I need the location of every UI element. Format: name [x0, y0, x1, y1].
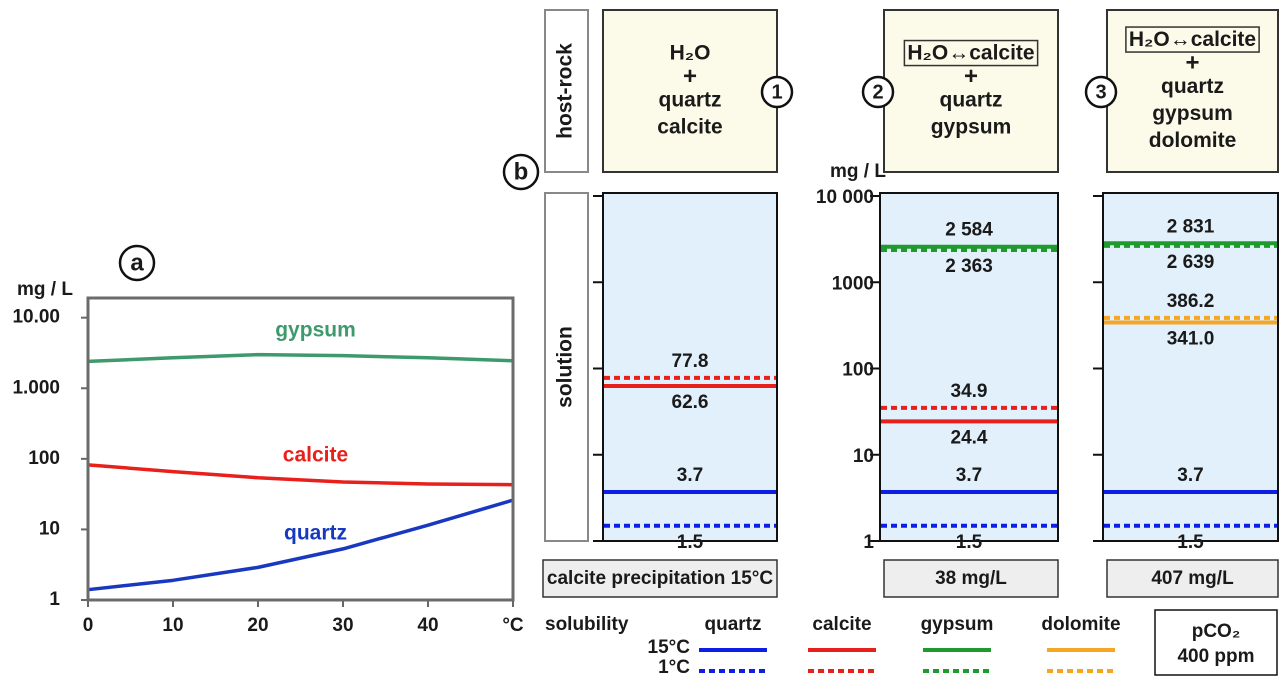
panel-marker	[502, 153, 540, 191]
series-label: calcite	[283, 443, 348, 466]
row-label-box	[544, 9, 589, 173]
x-tick-label: °C	[502, 615, 524, 636]
panel-marker-label: 1	[771, 81, 782, 103]
legend-label: dolomite	[1041, 614, 1120, 635]
footer-box	[883, 559, 1059, 598]
row-label-box	[544, 192, 589, 542]
host-rock-box	[1125, 26, 1260, 53]
note-text: 400 ppm	[1177, 646, 1254, 667]
series-line	[87, 463, 514, 487]
panel-marker-label: b	[514, 158, 529, 185]
host-box	[883, 9, 1059, 173]
y-axis-label: mg / L	[17, 279, 73, 300]
y-tick-label: 100	[842, 360, 874, 381]
value-label: 1.5	[677, 532, 704, 553]
value-label: 3.7	[1177, 465, 1203, 486]
y-axis-label: mg / L	[830, 161, 886, 182]
footer-text: 38 mg/L	[935, 568, 1007, 589]
value-label: 1.5	[956, 532, 983, 553]
y-tick-label: 1	[49, 589, 60, 610]
host-rock-text: quartz	[940, 89, 1003, 112]
host-rock-text: H₂O↔calcite	[907, 42, 1034, 65]
legend-temperature: 1°C	[658, 657, 690, 678]
value-label: 2 639	[1167, 252, 1215, 273]
panel-marker	[861, 75, 895, 109]
footer-box	[542, 559, 778, 598]
footer-box	[1106, 559, 1279, 598]
y-tick-label: 10.00	[12, 307, 60, 328]
y-tick-label: 100	[28, 448, 60, 469]
x-tick-label: 0	[83, 615, 94, 636]
panel-marker	[118, 244, 156, 282]
note-box	[1154, 609, 1278, 676]
series-line	[87, 498, 514, 592]
host-rock-text: quartz	[659, 89, 722, 112]
value-label: 386.2	[1167, 291, 1215, 312]
series-line	[87, 352, 514, 364]
host-box	[1106, 9, 1279, 173]
row-label: solution	[554, 326, 577, 408]
value-label: 3.7	[956, 465, 982, 486]
host-rock-text: +	[683, 63, 697, 90]
note-text: pCO₂	[1192, 621, 1241, 642]
host-rock-text: H₂O↔calcite	[1129, 28, 1256, 51]
plot-frame	[86, 296, 515, 602]
host-rock-text: gypsum	[1152, 102, 1233, 125]
legend-title: solubility	[545, 614, 629, 635]
x-tick-label: 30	[332, 615, 353, 636]
panel-marker	[760, 75, 794, 109]
series-label: gypsum	[275, 319, 356, 342]
host-rock-box	[903, 39, 1039, 67]
legend-label: gypsum	[921, 614, 994, 635]
value-label: 2 363	[945, 256, 993, 277]
x-tick-label: 10	[162, 615, 183, 636]
y-tick-label: 10 000	[816, 187, 874, 208]
value-label: 24.4	[951, 427, 988, 448]
value-label: 2 831	[1167, 216, 1215, 237]
value-label: 2 584	[945, 220, 993, 241]
value-label: 34.9	[951, 381, 988, 402]
host-rock-text: calcite	[657, 116, 722, 139]
host-rock-text: quartz	[1161, 75, 1224, 98]
panel-marker-label: 2	[872, 81, 883, 103]
y-tick-label: 1.000	[12, 377, 60, 398]
solution-panel	[1102, 192, 1279, 542]
legend-label: quartz	[705, 614, 762, 635]
y-tick-label: 10	[39, 518, 60, 539]
series-label: quartz	[284, 522, 347, 545]
value-label: 62.6	[672, 392, 709, 413]
value-label: 1.5	[1177, 532, 1204, 553]
legend-label: calcite	[812, 614, 871, 635]
row-label: host-rock	[554, 43, 577, 139]
x-tick-label: 20	[247, 615, 268, 636]
value-label: 3.7	[677, 465, 703, 486]
solution-panel	[602, 192, 778, 542]
value-label: 77.8	[672, 351, 709, 372]
host-rock-text: dolomite	[1149, 129, 1237, 152]
host-rock-text: +	[1185, 49, 1199, 76]
value-label: 341.0	[1167, 329, 1215, 350]
y-tick-label: 10	[853, 446, 874, 467]
y-tick-label: 1	[863, 532, 874, 553]
host-rock-text: H₂O	[670, 42, 711, 65]
host-rock-text: +	[964, 63, 978, 90]
host-rock-text: gypsum	[931, 116, 1012, 139]
panel-marker-label: a	[130, 249, 144, 276]
solution-panel	[879, 192, 1059, 542]
footer-text: calcite precipitation 15°C	[547, 568, 773, 589]
x-tick-label: 40	[417, 615, 438, 636]
panel-marker	[1084, 75, 1118, 109]
panel-marker-label: 3	[1095, 81, 1106, 103]
footer-text: 407 mg/L	[1151, 568, 1234, 589]
legend-temperature: 15°C	[648, 637, 691, 658]
y-tick-label: 1000	[832, 273, 874, 294]
